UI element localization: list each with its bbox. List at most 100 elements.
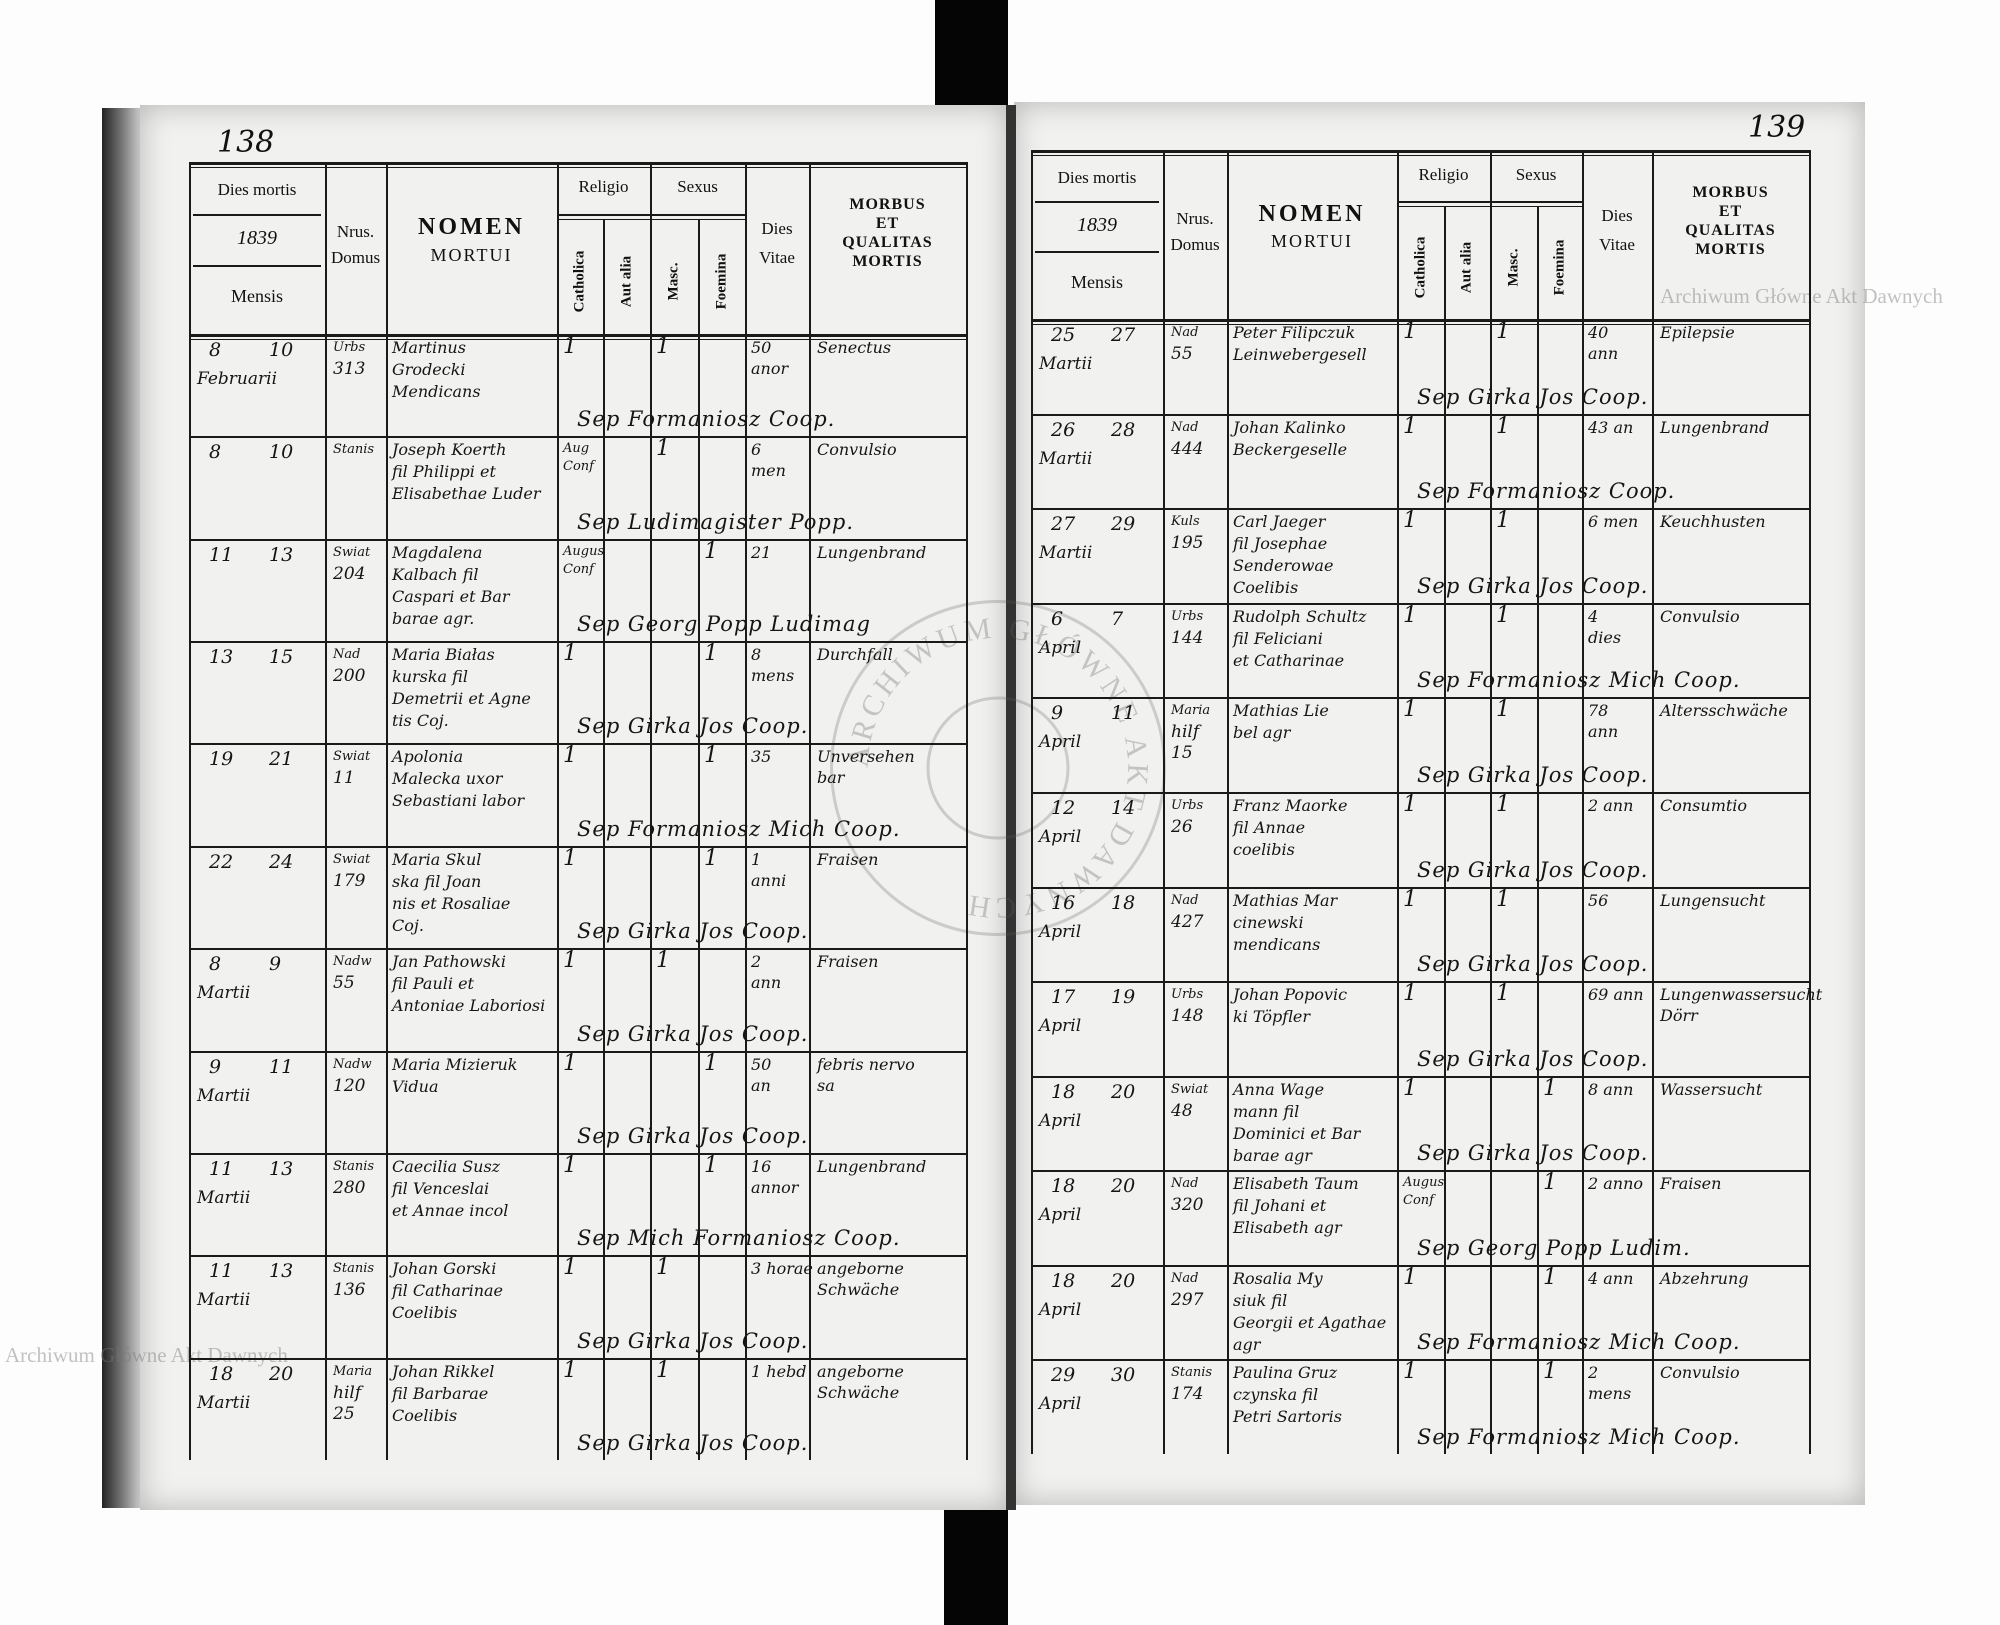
entry-cause-of-death: Epilepsie bbox=[1660, 323, 1735, 342]
header-mortis: MORTIS bbox=[1695, 241, 1766, 258]
entry-masc: 1 bbox=[1496, 508, 1510, 533]
header-nomen: NOMEN bbox=[1258, 201, 1366, 227]
entry-catholica: 1 bbox=[563, 1153, 577, 1178]
entry-burial-day: 29 bbox=[1111, 513, 1136, 535]
header-mensis: Mensis bbox=[1070, 272, 1123, 292]
entry-foemina: 1 bbox=[1543, 1359, 1557, 1384]
archive-seal-stamp: ARCHIWUM GŁÓWNE AKT DAWNYCH bbox=[830, 600, 1166, 936]
entry-burial-day: 7 bbox=[1111, 608, 1124, 630]
header-mortui: MORTUI bbox=[430, 245, 513, 265]
entry-house-number: hilf bbox=[333, 1383, 362, 1403]
rule-vertical bbox=[966, 162, 968, 1460]
entry-burial-note: Sep Formaniosz Coop. bbox=[1417, 479, 1676, 503]
entry-name: barae agr bbox=[1233, 1146, 1312, 1165]
entry-name: cinewski bbox=[1233, 913, 1304, 932]
entry-house-number: 55 bbox=[1171, 344, 1193, 364]
entry-name: Elisabeth agr bbox=[1233, 1218, 1342, 1237]
header-masc: Masc. bbox=[1505, 248, 1521, 287]
rule-horizontal bbox=[1031, 324, 1809, 325]
entry-foemina: 1 bbox=[704, 539, 718, 564]
entry-burial-note: Sep Girka Jos Coop. bbox=[1417, 385, 1649, 409]
entry-death-day: 19 bbox=[209, 748, 234, 770]
entry-age: 8 bbox=[751, 645, 762, 664]
entry-burial-day: 20 bbox=[269, 1363, 294, 1385]
row-rule bbox=[189, 846, 966, 848]
entry-month: Martii bbox=[197, 1188, 251, 1208]
entry-age: 4 ann bbox=[1588, 1269, 1634, 1288]
entry-cause-of-death: Altersschwäche bbox=[1660, 701, 1788, 720]
entry-name: Mathias Mar bbox=[1233, 891, 1338, 910]
page-number-right: 139 bbox=[1748, 110, 1806, 145]
rule-vertical bbox=[1031, 150, 1033, 1454]
entry-burial-day: 20 bbox=[1111, 1081, 1136, 1103]
entry-death-day: 18 bbox=[209, 1363, 234, 1385]
entry-death-day: 13 bbox=[209, 646, 234, 668]
entry-catholica: Augus Conf bbox=[563, 544, 605, 577]
row-rule bbox=[1031, 1265, 1809, 1267]
entry-name: Coelibis bbox=[1233, 578, 1299, 597]
header-aut-alia: Aut alia bbox=[618, 255, 634, 308]
entry-house-number: hilf bbox=[1171, 722, 1200, 742]
entry-name: Petri Sartoris bbox=[1233, 1407, 1342, 1426]
entry-name: Maria Białas bbox=[392, 645, 495, 664]
entry-month: April bbox=[1039, 732, 1082, 752]
entry-cause-of-death: Lungenbrand bbox=[1660, 418, 1770, 437]
entry-name: bel agr bbox=[1233, 723, 1291, 742]
entry-house-number: 174 bbox=[1171, 1384, 1204, 1404]
entry-name: fil Pauli et bbox=[392, 974, 474, 993]
entry-burial-day: 11 bbox=[1111, 702, 1136, 724]
header-year: 1839 bbox=[237, 227, 277, 249]
entry-month: Martii bbox=[1039, 449, 1093, 469]
group-rule bbox=[557, 214, 745, 216]
entry-age: 6 men bbox=[1588, 512, 1639, 531]
row-rule bbox=[189, 743, 966, 745]
entry-age: anni bbox=[751, 871, 787, 890]
entry-age: men bbox=[751, 461, 786, 480]
entry-house-number: Swiat bbox=[333, 545, 371, 560]
rule-vertical bbox=[1490, 150, 1492, 1454]
entry-burial-day: 11 bbox=[269, 1056, 294, 1078]
entry-burial-day: 13 bbox=[269, 1260, 294, 1282]
header-et: ET bbox=[1718, 203, 1743, 220]
header-mensis: Mensis bbox=[230, 286, 283, 306]
entry-catholica: 1 bbox=[563, 846, 577, 871]
entry-cause-of-death: Lungenwassersucht bbox=[1660, 985, 1823, 1004]
entry-death-day: 9 bbox=[209, 1056, 222, 1078]
entry-age: 21 bbox=[751, 543, 772, 562]
entry-foemina: 1 bbox=[704, 743, 718, 768]
entry-death-day: 11 bbox=[209, 1260, 234, 1282]
rule-vertical bbox=[1809, 150, 1811, 1454]
rule-vertical bbox=[1444, 207, 1446, 1454]
entry-burial-day: 13 bbox=[269, 544, 294, 566]
row-rule bbox=[189, 1255, 966, 1257]
entry-house-number: 136 bbox=[333, 1280, 366, 1300]
entry-masc: 1 bbox=[656, 334, 670, 359]
entry-name: et Annae incol bbox=[392, 1201, 509, 1220]
entry-burial-day: 10 bbox=[269, 441, 294, 463]
header-dies-mortis: Dies mortis bbox=[217, 180, 297, 199]
entry-death-day: 11 bbox=[209, 544, 234, 566]
rule-vertical bbox=[745, 162, 747, 1460]
header-vitae: Vitae bbox=[1599, 235, 1635, 254]
entry-cause-of-death: Dörr bbox=[1660, 1006, 1698, 1025]
row-rule bbox=[1031, 1076, 1809, 1078]
rule-vertical bbox=[1582, 150, 1584, 1454]
rule-vertical bbox=[325, 162, 327, 1460]
entry-house-number: Swiat bbox=[333, 749, 371, 764]
entry-foemina: 1 bbox=[704, 846, 718, 871]
entry-name: Senderowae bbox=[1233, 556, 1334, 575]
entry-burial-note: Sep Formaniosz Mich Coop. bbox=[1417, 668, 1741, 692]
entry-catholica: 1 bbox=[1403, 697, 1417, 722]
entry-cause-of-death: bar bbox=[817, 768, 845, 787]
row-rule bbox=[189, 539, 966, 541]
rule-horizontal bbox=[193, 265, 321, 267]
entry-cause-of-death: febris nervo bbox=[817, 1055, 915, 1074]
entry-death-day: 8 bbox=[209, 441, 222, 463]
entry-burial-day: 30 bbox=[1111, 1364, 1136, 1386]
entry-cause-of-death: Schwäche bbox=[817, 1280, 900, 1299]
entry-burial-note: Sep Ludimagister Popp. bbox=[577, 510, 854, 534]
entry-name: fil Johani et bbox=[1233, 1196, 1327, 1215]
entry-name: Mathias Lie bbox=[1233, 701, 1329, 720]
entry-name: coelibis bbox=[1233, 840, 1295, 859]
entry-masc: 1 bbox=[656, 1358, 670, 1383]
